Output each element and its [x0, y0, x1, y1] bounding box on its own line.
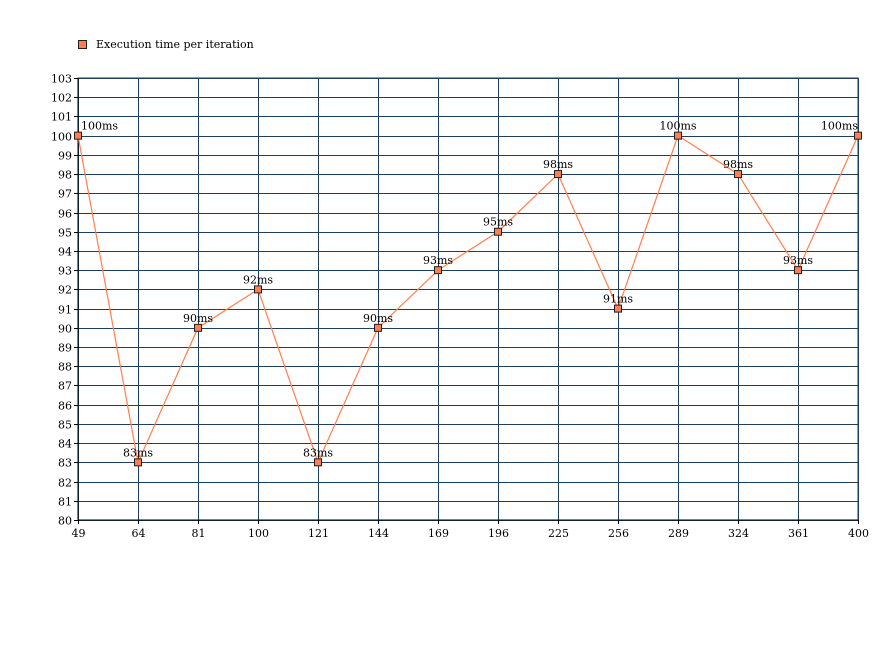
data-label: 100ms	[659, 120, 696, 133]
y-tick-label: 91	[58, 304, 72, 317]
data-point-marker	[554, 170, 562, 179]
y-tick-label: 102	[51, 92, 72, 105]
data-point-marker	[494, 227, 502, 236]
axis-layer: 80 81 82 83 84 85 86 87 88 89 90 91 92 93 94 95 96 97 98 99…	[51, 73, 869, 541]
data-point-marker	[854, 131, 862, 140]
y-tick-label: 100	[51, 131, 72, 144]
data-point-marker	[194, 323, 202, 332]
x-tick-label: 169	[428, 527, 449, 540]
y-tick-label: 101	[51, 111, 72, 124]
x-tick-label: 121	[308, 527, 329, 540]
data-label: 98ms	[723, 158, 753, 171]
x-tick-label: 289	[668, 527, 689, 540]
data-point-marker	[794, 266, 802, 275]
y-tick-label: 87	[58, 380, 72, 393]
data-point-marker	[254, 285, 262, 294]
data-point-marker	[434, 266, 442, 275]
x-tick-label: 49	[72, 527, 86, 540]
data-label: 92ms	[243, 273, 273, 286]
legend-marker-icon	[78, 40, 87, 49]
data-label: 100ms	[81, 120, 118, 133]
x-tick-label: 361	[788, 527, 809, 540]
data-point-marker	[614, 304, 622, 313]
data-label: 90ms	[183, 312, 213, 325]
data-label: 95ms	[483, 216, 513, 229]
series-layer	[74, 131, 862, 467]
data-point-marker	[74, 131, 82, 140]
y-tick-label: 103	[51, 73, 72, 86]
x-tick-label: 81	[192, 527, 206, 540]
legend-label: Execution time per iteration	[96, 38, 254, 51]
x-tick-label: 256	[608, 527, 629, 540]
y-tick-label: 80	[58, 515, 72, 528]
y-tick-label: 88	[58, 361, 72, 374]
y-tick-label: 99	[58, 150, 72, 163]
data-label: 91ms	[603, 293, 633, 306]
plot-area-border	[77, 77, 859, 521]
data-label: 98ms	[543, 158, 573, 171]
x-tick-label: 196	[488, 527, 509, 540]
x-tick-label: 100	[248, 527, 269, 540]
y-tick-label: 90	[58, 323, 72, 336]
y-tick-label: 89	[58, 342, 72, 355]
chart-legend: Execution time per iteration	[78, 38, 254, 51]
y-tick-label: 96	[58, 208, 72, 221]
y-tick-label: 92	[58, 284, 72, 297]
y-tick-label: 93	[58, 265, 72, 278]
grid-layer	[77, 77, 859, 521]
x-tick-label: 225	[548, 527, 569, 540]
data-label: 100ms	[821, 120, 858, 133]
data-point-marker	[734, 170, 742, 179]
x-tick-label: 324	[728, 527, 749, 540]
data-point-marker	[134, 458, 142, 467]
x-tick-label: 144	[368, 527, 389, 540]
data-label: 83ms	[123, 446, 153, 459]
data-label: 93ms	[423, 254, 453, 267]
y-tick-label: 95	[58, 227, 72, 240]
data-point-marker	[374, 323, 382, 332]
y-tick-label: 83	[58, 457, 72, 470]
data-label: 93ms	[783, 254, 813, 267]
label-layer: 100ms 83ms 90ms 92ms 83ms 90ms 93ms 95ms 98ms 91m…	[81, 120, 858, 460]
y-tick-label: 97	[58, 188, 72, 201]
y-tick-label: 98	[58, 169, 72, 182]
data-label: 83ms	[303, 446, 333, 459]
y-tick-label: 94	[58, 246, 72, 259]
data-label: 90ms	[363, 312, 393, 325]
y-tick-label: 85	[58, 419, 72, 432]
y-tick-label: 82	[58, 477, 72, 490]
data-point-marker	[314, 458, 322, 467]
series-line	[77, 134, 859, 465]
y-tick-label: 86	[58, 400, 72, 413]
x-tick-label: 64	[132, 527, 146, 540]
y-tick-label: 84	[58, 438, 72, 451]
x-tick-label: 400	[848, 527, 869, 540]
data-point-marker	[674, 131, 682, 140]
y-tick-label: 81	[58, 496, 72, 509]
